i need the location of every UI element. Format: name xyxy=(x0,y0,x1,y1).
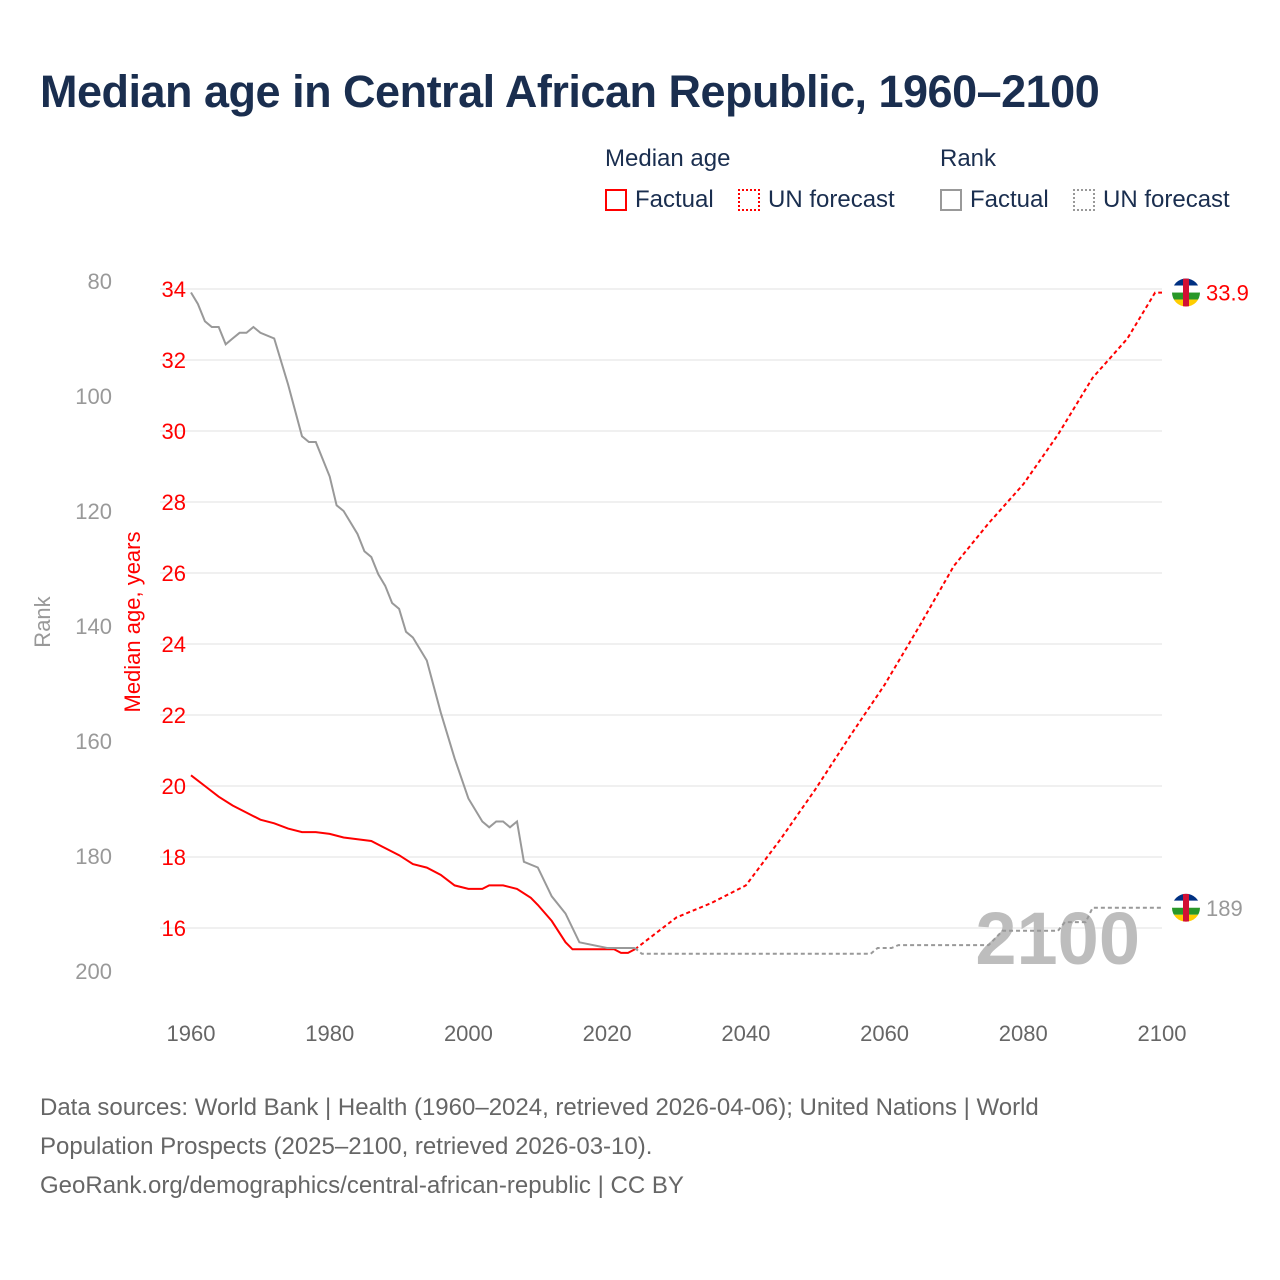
median-end-label: 33.9 xyxy=(1206,281,1249,306)
y-tick-label: 34 xyxy=(162,277,186,302)
x-tick-label: 2100 xyxy=(1138,1021,1187,1046)
series-line-rank-un-forecast xyxy=(634,906,1162,955)
chart-title: Median age in Central African Republic, … xyxy=(40,66,1100,117)
y2-tick-label: 200 xyxy=(75,959,112,984)
y-tick-label: 18 xyxy=(162,845,186,870)
legend-rank-forecast[interactable]: UN forecast xyxy=(1073,186,1230,214)
legend-swatch-solid-gray xyxy=(940,189,962,211)
legend-median-forecast[interactable]: UN forecast xyxy=(738,186,895,214)
x-tick-label: 2080 xyxy=(999,1021,1048,1046)
footer: Data sources: World Bank | Health (1960–… xyxy=(40,1088,1240,1205)
legend-median-heading: Median age xyxy=(605,145,731,172)
x-tick-label: 2000 xyxy=(444,1021,493,1046)
year-watermark: 2100 xyxy=(975,897,1140,980)
source-line-2: Population Prospects (2025–2100, retriev… xyxy=(40,1133,653,1160)
y2-axis-label: Rank xyxy=(30,595,55,647)
y-tick-label: 26 xyxy=(162,561,186,586)
source-line-1: Data sources: World Bank | Health (1960–… xyxy=(40,1094,1039,1121)
legend-swatch-dotted-gray xyxy=(1073,189,1095,211)
y2-tick-label: 180 xyxy=(75,844,112,869)
source-link[interactable]: GeoRank.org/demographics/central-african… xyxy=(40,1172,684,1199)
series-line-median-age-factual xyxy=(190,774,636,954)
y-tick-label: 32 xyxy=(162,348,186,373)
x-tick-label: 2060 xyxy=(860,1021,909,1046)
y2-tick-label: 100 xyxy=(75,384,112,409)
x-tick-label: 2020 xyxy=(583,1021,632,1046)
y-tick-label: 28 xyxy=(162,490,186,515)
y-tick-label: 16 xyxy=(162,916,186,941)
y-tick-label: 24 xyxy=(162,632,186,657)
legend-label: Factual xyxy=(635,186,714,213)
legend-label: UN forecast xyxy=(1103,186,1230,213)
y-tick-label: 20 xyxy=(162,774,186,799)
y-axis-label: Median age, years xyxy=(120,532,145,713)
legend-label: Factual xyxy=(970,186,1049,213)
y2-tick-label: 160 xyxy=(75,729,112,754)
legend-swatch-dotted-red xyxy=(738,189,760,211)
car-flag-icon xyxy=(1172,893,1200,922)
legend-rank-heading: Rank xyxy=(940,145,997,172)
car-flag-icon xyxy=(1172,278,1200,307)
legend-label: UN forecast xyxy=(768,186,895,213)
legend-median-factual[interactable]: Factual xyxy=(605,186,714,214)
series-line-rank-factual xyxy=(190,291,635,949)
y2-tick-label: 80 xyxy=(88,269,112,294)
y2-tick-label: 140 xyxy=(75,614,112,639)
y-tick-label: 22 xyxy=(162,703,186,728)
y-tick-label: 30 xyxy=(162,419,186,444)
x-tick-label: 2040 xyxy=(721,1021,770,1046)
rank-end-label: 189 xyxy=(1206,896,1243,921)
legend-swatch-solid-red xyxy=(605,189,627,211)
y2-tick-label: 120 xyxy=(75,499,112,524)
series-line-median-age-un-forecast xyxy=(634,291,1162,951)
legend-rank-factual[interactable]: Factual xyxy=(940,186,1049,214)
x-tick-label: 1960 xyxy=(167,1021,216,1046)
x-tick-label: 1980 xyxy=(305,1021,354,1046)
